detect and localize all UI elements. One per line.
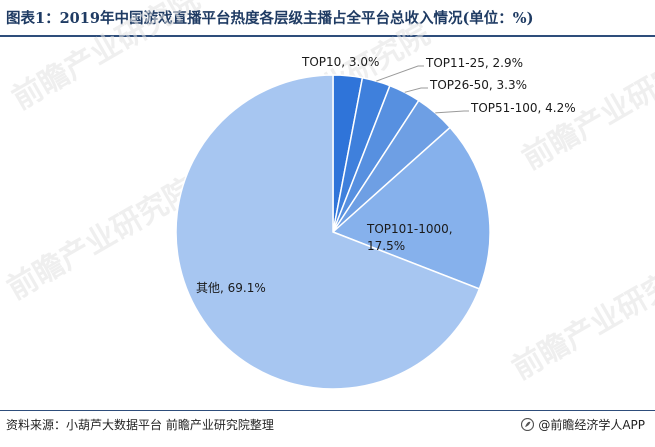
leader-line-1	[376, 65, 424, 82]
leader-line-2	[404, 87, 428, 93]
slice-label-2: TOP26-50, 3.3%	[429, 78, 527, 92]
slice-labels: TOP10, 3.0% TOP11-25, 2.9% TOP26-50, 3.3% T…	[196, 55, 576, 295]
leader-line-3	[435, 110, 469, 114]
slice-label-4-line-1: 17.5%	[367, 239, 405, 253]
slice-label-4-line-0: TOP101-1000,	[366, 222, 453, 236]
pie-slices	[175, 74, 491, 390]
watermark-text: 前瞻产业研究院	[7, 0, 206, 117]
label-leader-lines	[376, 65, 469, 114]
pie-slice-5	[175, 74, 481, 390]
credit: @前瞻经济学人APP	[521, 416, 645, 433]
watermark-text: 前瞻产业研究院	[507, 252, 655, 387]
slice-label-5: 其他, 69.1%	[196, 281, 266, 295]
slice-label-1: TOP11-25, 2.9%	[425, 56, 523, 70]
credit-text: @前瞻经济学人APP	[538, 418, 645, 432]
title-divider	[0, 35, 655, 37]
source-divider	[0, 410, 655, 411]
leaf-logo-icon	[521, 417, 535, 432]
chart-title: 图表1：2019年中国游戏直播平台热度各层级主播占全平台总收入情况(单位：%)	[6, 10, 534, 27]
slice-label-3: TOP51-100, 4.2%	[470, 101, 576, 115]
watermark-text: 前瞻产业研究院	[2, 172, 201, 307]
slice-label-0: TOP10, 3.0%	[301, 55, 379, 69]
pie-slice-4	[331, 126, 491, 290]
source-note: 资料来源：小葫芦大数据平台 前瞻产业研究院整理	[6, 418, 274, 432]
